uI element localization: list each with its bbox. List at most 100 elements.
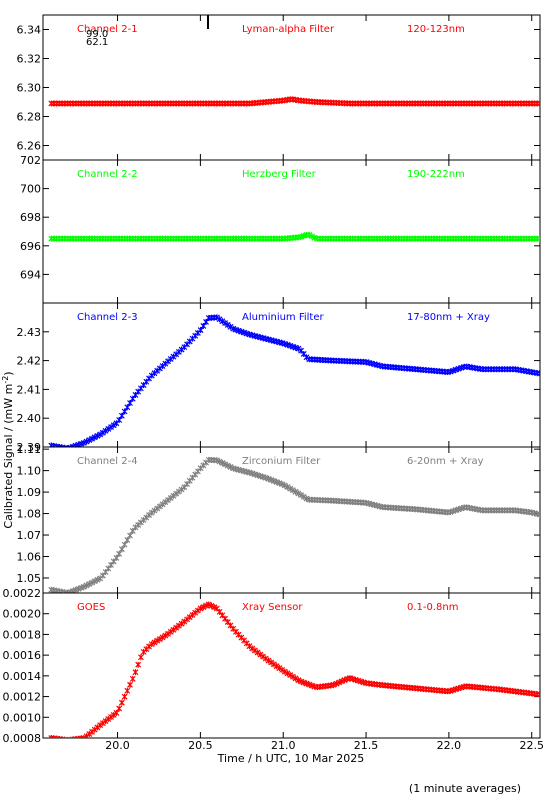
data-point bbox=[287, 485, 294, 492]
y-tick-label-goes-7: 0.0022 bbox=[3, 587, 42, 600]
data-point bbox=[292, 488, 299, 495]
panel-channel-channel-2-3: Channel 2-3 bbox=[77, 312, 138, 323]
data-point bbox=[151, 639, 158, 646]
y-axis-label-sup: -2 bbox=[1, 376, 10, 384]
panel-filter-channel-2-1: Lyman-alpha Filter bbox=[242, 24, 335, 35]
data-point bbox=[537, 691, 540, 698]
chart-panels: 6.26 6.28 6.30 6.32 6.34 Channel 2-1 Lyman-alp… bbox=[3, 14, 541, 745]
x-tick-labels: 20.0 20.5 21.0 21.5 22.0 22.5 bbox=[105, 739, 544, 752]
data-point bbox=[116, 550, 123, 557]
y-tick-label-goes-1: 0.0010 bbox=[3, 711, 42, 724]
panel-frame bbox=[42, 592, 541, 739]
data-point bbox=[537, 235, 540, 242]
data-point bbox=[279, 666, 285, 673]
data-point bbox=[537, 511, 540, 518]
y-tick-label-goes-2: 0.0012 bbox=[3, 691, 42, 704]
y-tick-label-channel-2-2-0: 694 bbox=[20, 268, 41, 281]
data-point bbox=[203, 318, 209, 325]
y-axis-label-end: ) bbox=[2, 371, 15, 375]
y-tick-label-channel-2-1-0: 6.26 bbox=[17, 140, 42, 153]
y-tick-label-channel-2-4-2: 1.07 bbox=[17, 529, 42, 542]
data-point bbox=[56, 736, 63, 738]
data-point bbox=[51, 735, 57, 738]
panel-filter-channel-2-3: Aluminium Filter bbox=[242, 312, 325, 323]
x-tick-label-2: 21.0 bbox=[271, 739, 296, 752]
y-tick-label-goes-6: 0.0020 bbox=[3, 608, 42, 621]
x-tick-label-0: 20.0 bbox=[105, 739, 130, 752]
data-point bbox=[113, 709, 120, 716]
y-tick-label-channel-2-3-0: 2.39 bbox=[17, 441, 42, 454]
y-tick-label-channel-2-3-1: 2.40 bbox=[17, 412, 42, 425]
panel-channel-channel-2-4: Channel 2-4 bbox=[77, 456, 138, 467]
panel-channel-channel-2-2: Channel 2-2 bbox=[77, 169, 138, 180]
y-tick-label-goes-0: 0.0008 bbox=[3, 732, 42, 745]
y-tick-label-goes-5: 0.0018 bbox=[3, 628, 42, 641]
panel-filter-channel-2-4: Zirconium Filter bbox=[242, 456, 321, 467]
panel-channel-channel-2-1: Channel 2-1 bbox=[77, 24, 138, 35]
series-channel-2-1 bbox=[48, 96, 540, 107]
top-marker-text-2: 62.1 bbox=[86, 37, 108, 48]
data-point bbox=[295, 490, 302, 497]
data-point bbox=[156, 636, 163, 643]
data-point bbox=[281, 668, 288, 675]
data-point bbox=[129, 395, 136, 402]
y-tick-label-channel-2-1-4: 6.34 bbox=[17, 24, 42, 37]
data-point bbox=[118, 699, 125, 706]
data-point bbox=[51, 443, 57, 447]
x-tick-label-3: 21.5 bbox=[354, 739, 379, 752]
data-point bbox=[97, 431, 104, 438]
panel-channel-2-4: 1.05 1.06 1.07 1.08 1.09 1.10 1.11 Channel 2-4 Z… bbox=[17, 443, 541, 594]
y-tick-label-channel-2-3-4: 2.43 bbox=[17, 326, 42, 339]
top-marker-text-1: 99.0 bbox=[86, 29, 108, 40]
data-point bbox=[59, 588, 66, 593]
data-point bbox=[290, 673, 296, 680]
data-point bbox=[213, 314, 220, 321]
data-point bbox=[287, 672, 294, 679]
data-point bbox=[124, 687, 131, 694]
panel-band-channel-2-2: 190-222nm bbox=[407, 169, 465, 180]
series-goes bbox=[48, 601, 540, 738]
y-tick-label-channel-2-4-5: 1.10 bbox=[17, 465, 42, 478]
series-channel-2-4 bbox=[48, 456, 540, 593]
data-point bbox=[300, 493, 307, 500]
data-point bbox=[53, 735, 60, 738]
data-point bbox=[56, 588, 63, 593]
y-tick-label-channel-2-1-1: 6.28 bbox=[17, 111, 42, 124]
data-point bbox=[59, 736, 66, 738]
data-point bbox=[298, 492, 304, 499]
panel-band-goes: 0.1-0.8nm bbox=[407, 602, 459, 613]
data-point bbox=[537, 100, 540, 107]
y-tick-label-channel-2-4-0: 1.05 bbox=[17, 572, 42, 585]
y-tick-label-goes-4: 0.0016 bbox=[3, 649, 42, 662]
y-tick-label-channel-2-4-4: 1.09 bbox=[17, 486, 42, 499]
data-point bbox=[290, 487, 296, 494]
data-point bbox=[284, 484, 291, 491]
panel-band-channel-2-3: 17-80nm + Xray bbox=[407, 312, 490, 323]
panel-channel-goes: GOES bbox=[77, 602, 105, 613]
data-point bbox=[124, 537, 131, 544]
panel-filter-channel-2-2: Herzberg Filter bbox=[242, 169, 317, 180]
data-point bbox=[281, 482, 288, 489]
data-point bbox=[61, 589, 68, 593]
footnote: (1 minute averages) bbox=[409, 782, 521, 795]
series-channel-2-3 bbox=[48, 314, 540, 447]
y-tick-label-goes-3: 0.0014 bbox=[3, 670, 42, 683]
y-tick-label-channel-2-3-3: 2.42 bbox=[17, 355, 42, 368]
data-point bbox=[121, 693, 128, 700]
y-tick-label-channel-2-2-4: 702 bbox=[20, 154, 41, 167]
y-tick-label-channel-2-2-2: 698 bbox=[20, 211, 41, 224]
data-point bbox=[116, 705, 123, 712]
data-point bbox=[159, 634, 166, 641]
data-point bbox=[121, 541, 128, 548]
y-axis-label-main: Calibrated Signal / (mW m bbox=[2, 384, 15, 529]
data-point bbox=[61, 736, 68, 738]
x-axis-label: Time / h UTC, 10 Mar 2025 bbox=[217, 752, 365, 765]
panel-channel-2-3: 2.39 2.40 2.41 2.42 2.43 Channel 2-3 Aluminium… bbox=[17, 302, 541, 454]
data-point bbox=[64, 737, 71, 738]
y-tick-label-channel-2-1-3: 6.32 bbox=[17, 53, 42, 66]
y-tick-label-channel-2-1-2: 6.30 bbox=[17, 82, 42, 95]
series-channel-2-2 bbox=[48, 231, 540, 242]
data-point bbox=[292, 675, 299, 682]
top-marker: 99.0 62.1 bbox=[86, 15, 209, 48]
